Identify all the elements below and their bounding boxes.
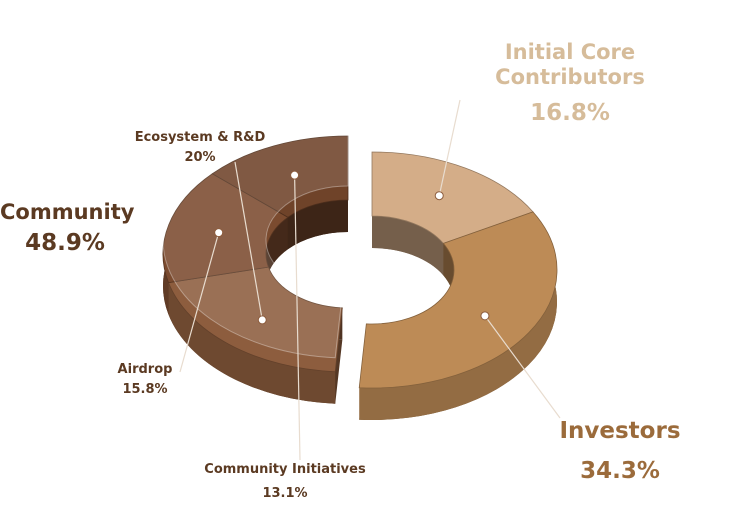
slice-label: Airdrop (117, 362, 173, 377)
leader-line (484, 315, 561, 419)
slice-label: Investors (559, 418, 681, 444)
group-label: Community (0, 200, 135, 224)
donut-top (162, 121, 558, 389)
slice-outer-wall (168, 282, 336, 404)
leader-dot (214, 228, 224, 238)
slice-inner-wall (372, 216, 444, 276)
group-overlay (162, 121, 349, 359)
slice-value: 16.8% (530, 100, 610, 126)
slice (358, 211, 558, 389)
slice-label: Community Initiatives (204, 462, 366, 477)
slice-label: Initial Core Contributors (495, 40, 645, 90)
slice-inner-wall (265, 217, 288, 300)
slice (371, 151, 534, 244)
slice-label: Ecosystem & R&D (134, 130, 266, 145)
leader-dot (434, 191, 444, 201)
leader-line (293, 175, 301, 461)
slice (162, 173, 289, 284)
leader-line (234, 161, 263, 321)
slice-value: 13.1% (262, 486, 308, 501)
leader-dot (290, 170, 300, 180)
slice-value: 34.3% (580, 458, 660, 484)
slice (167, 266, 343, 373)
group-value: 48.9% (25, 230, 105, 256)
slice-outer-wall (359, 211, 557, 420)
leader-line (438, 99, 461, 196)
slice-inner-wall (287, 200, 348, 250)
leader-dot (480, 311, 490, 321)
leader-dot (257, 315, 267, 325)
slice-value: 20% (184, 150, 216, 165)
slice (211, 135, 349, 218)
leader-line (179, 232, 220, 373)
slice-value: 15.8% (122, 382, 168, 397)
